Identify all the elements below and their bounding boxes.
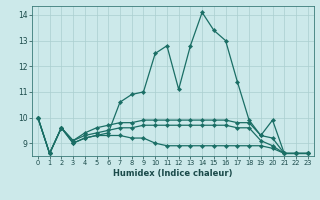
X-axis label: Humidex (Indice chaleur): Humidex (Indice chaleur): [113, 169, 233, 178]
